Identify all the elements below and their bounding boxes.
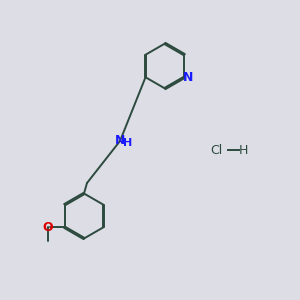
Text: O: O [43,221,53,234]
Text: H: H [239,143,248,157]
Text: Cl: Cl [211,143,223,157]
Text: N: N [115,134,125,148]
Text: H: H [124,138,133,148]
Text: N: N [183,71,194,84]
